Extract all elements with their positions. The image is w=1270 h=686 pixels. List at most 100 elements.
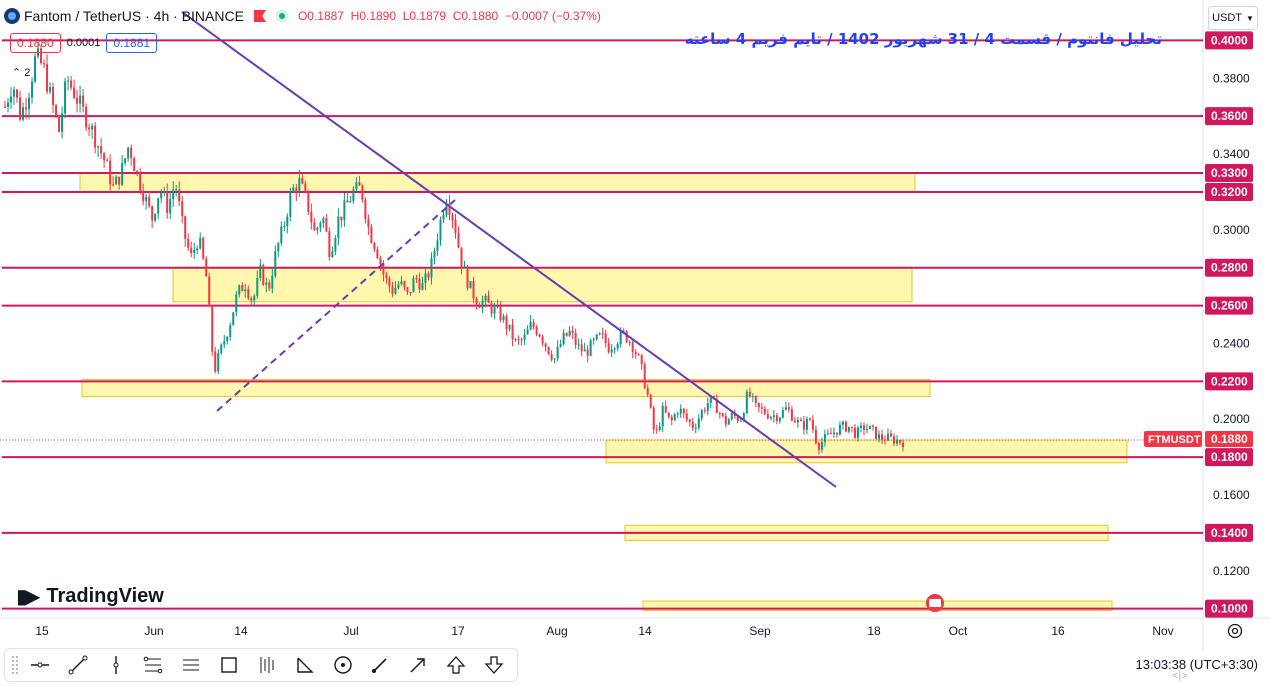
price-chart[interactable]: 0.1200 0.1600 0.2000 0.2400 0.3000 0.3400 0.38…	[0, 0, 1270, 650]
price-tick-label: 0.3800	[1213, 71, 1250, 85]
candle-body	[844, 421, 847, 432]
candle-body	[871, 425, 874, 427]
candle-body	[880, 434, 883, 440]
currency-select[interactable]: USDT ▼	[1208, 6, 1258, 30]
candle-body	[151, 206, 154, 221]
sell-button[interactable]: 0.1880	[10, 33, 61, 53]
candle-body	[178, 189, 181, 202]
chart-area[interactable]: 0.1200 0.1600 0.2000 0.2400 0.3000 0.3400 0.38…	[0, 0, 1270, 650]
candle-body	[31, 81, 34, 98]
scroll-handle-icon[interactable]: <|>	[1172, 670, 1188, 682]
candle-body	[64, 81, 67, 114]
vertical-line-icon[interactable]	[99, 650, 133, 680]
candle-body	[718, 413, 721, 415]
buy-button[interactable]: 0.1881	[106, 33, 158, 53]
ascending-dashed-trendline[interactable]	[216, 199, 456, 412]
indicators-toggle[interactable]: ⌃ 2	[12, 66, 30, 79]
candle-body	[85, 106, 88, 128]
candle-body	[142, 190, 145, 202]
candle-body	[313, 222, 316, 231]
level-price-label: 0.2200	[1211, 374, 1248, 388]
level-price-label: 0.1000	[1211, 602, 1248, 616]
candle-body	[565, 332, 568, 336]
arrow-up-icon[interactable]	[439, 650, 473, 680]
analysis-title-annotation[interactable]: تحلیل فانتوم / قسمت 4 / 31 شهریور 1402 /…	[684, 30, 1162, 48]
descending-trendline[interactable]	[181, 11, 837, 488]
time-tick-label: 16	[1051, 624, 1065, 638]
support-resistance-zone[interactable]	[81, 378, 931, 398]
level-price-badge	[1205, 182, 1253, 201]
candle-body	[778, 417, 781, 422]
candle-body	[820, 442, 823, 450]
candle-body	[547, 346, 550, 355]
candle-body	[34, 56, 37, 82]
candle-body	[667, 412, 670, 417]
candle-body	[427, 273, 430, 278]
candle-body	[193, 249, 196, 254]
tradingview-logo[interactable]: ▮▶ TradingView	[16, 584, 164, 609]
candle-body	[196, 248, 199, 250]
candle-body	[859, 425, 862, 428]
chevron-down-icon: ▼	[1246, 13, 1254, 23]
arrow-down-icon[interactable]	[477, 650, 511, 680]
brush-icon[interactable]	[364, 650, 398, 680]
candle-body	[109, 160, 112, 185]
candle-body	[838, 424, 841, 435]
candle-body	[376, 249, 379, 259]
trend-line-icon[interactable]	[61, 650, 95, 680]
candle-body	[613, 348, 616, 350]
gear-icon[interactable]	[1226, 622, 1244, 640]
candle-body	[175, 189, 178, 191]
candle-body	[340, 216, 343, 221]
candle-body	[835, 432, 838, 435]
level-price-badge	[1205, 372, 1253, 391]
flag-icon[interactable]	[253, 10, 266, 22]
candle-body	[202, 237, 205, 259]
time-tick-label: 14	[234, 624, 248, 638]
horizontal-ray-icon[interactable]	[23, 650, 57, 680]
time-tick-label: 17	[451, 624, 465, 638]
candle-body	[352, 189, 355, 202]
ohlc-values: O0.1887 H0.1890 L0.1879 C0.1880 −0.0007 …	[298, 9, 601, 23]
fib-retracement-icon[interactable]	[137, 650, 171, 680]
candle-body	[478, 306, 481, 308]
support-resistance-zone[interactable]	[605, 439, 1128, 464]
candle-body	[523, 334, 526, 340]
candle-body	[811, 419, 814, 430]
circle-icon[interactable]	[326, 650, 360, 680]
candle-body	[124, 158, 127, 164]
candle-body	[433, 250, 436, 258]
rectangle-icon[interactable]	[212, 650, 246, 680]
candle-body	[100, 146, 103, 154]
arrow-icon[interactable]	[401, 650, 435, 680]
candle-body	[544, 343, 547, 347]
candle-body	[634, 351, 637, 355]
candle-body	[421, 282, 424, 290]
support-resistance-zone[interactable]	[642, 600, 1113, 612]
candle-body	[484, 295, 487, 301]
candle-body	[94, 125, 97, 148]
candle-body	[742, 413, 745, 421]
candle-body	[76, 97, 79, 104]
long-position-icon[interactable]	[250, 650, 284, 680]
candle-body	[580, 344, 583, 352]
candle-body	[82, 95, 85, 107]
candle-body	[739, 420, 742, 422]
candle-body	[601, 333, 604, 335]
market-status-icon[interactable]	[275, 10, 288, 22]
candle-body	[265, 282, 268, 285]
candle-body	[445, 203, 448, 216]
symbol-title[interactable]: Fantom / TetherUS · 4h · BINANCE	[24, 8, 244, 24]
timezone-clock[interactable]: 13:03:38 (UTC+3:30)	[1135, 657, 1258, 672]
candle-body	[805, 418, 808, 430]
drag-handle-icon[interactable]	[11, 655, 19, 675]
candle-body	[562, 332, 565, 344]
parallel-channel-icon[interactable]	[174, 650, 208, 680]
triangle-pattern-icon[interactable]	[288, 650, 322, 680]
candle-body	[307, 190, 310, 212]
candle-body	[556, 346, 559, 359]
candle-body	[706, 403, 709, 412]
support-resistance-zone[interactable]	[79, 172, 916, 193]
candle-body	[361, 185, 364, 200]
candle-body	[832, 432, 835, 435]
